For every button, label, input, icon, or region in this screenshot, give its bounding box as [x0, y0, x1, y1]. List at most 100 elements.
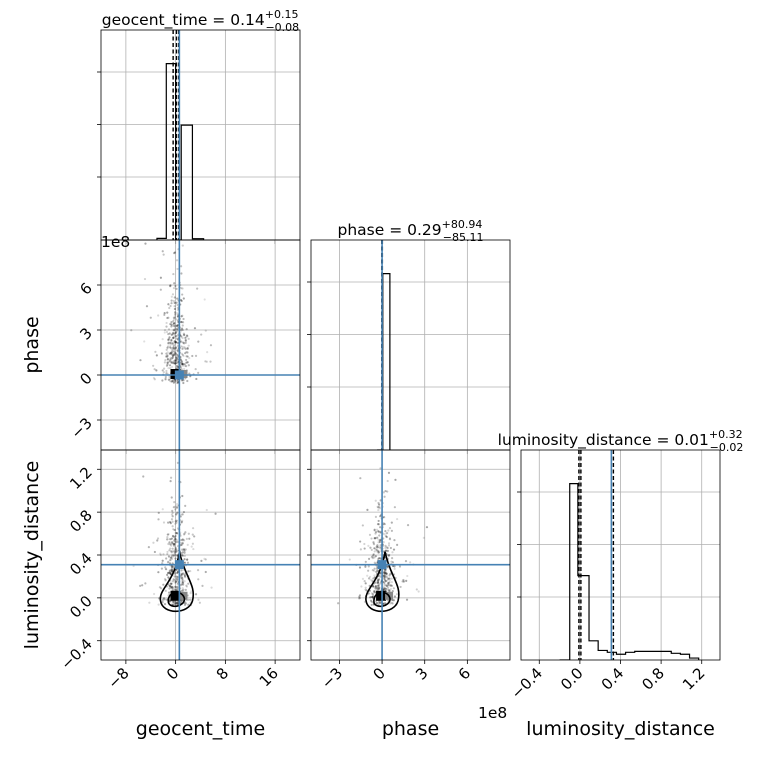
sample-point [374, 586, 377, 589]
sample-point [402, 578, 405, 582]
sample-point [174, 362, 177, 365]
sample-point [181, 437, 183, 439]
sample-point [390, 577, 393, 580]
sample-point [174, 554, 177, 557]
sample-point [166, 354, 169, 357]
sample-point [181, 519, 184, 522]
sample-point [364, 586, 367, 589]
sample-point [367, 565, 370, 568]
sample-point [174, 534, 177, 538]
sample-point [172, 328, 175, 331]
sample-point [180, 521, 183, 525]
sample-point [173, 362, 176, 365]
sample-point [194, 593, 198, 596]
sample-point [181, 542, 184, 545]
sample-point [170, 537, 174, 540]
sample-point [171, 511, 174, 514]
sample-point [370, 603, 373, 606]
sample-point [377, 545, 380, 548]
sample-point [173, 501, 176, 504]
sample-point [176, 354, 180, 357]
x-tick-label: 6 [455, 664, 474, 683]
sample-point [383, 601, 386, 605]
sample-point [175, 346, 178, 350]
sample-point [172, 287, 176, 290]
sample-point [375, 548, 378, 551]
sample-point [169, 352, 172, 355]
sample-point [181, 244, 184, 247]
sample-point [388, 590, 391, 593]
sample-point [171, 379, 174, 383]
sample-point [390, 521, 393, 524]
sample-point [174, 548, 178, 551]
sample-point [176, 381, 179, 385]
sample-point [391, 561, 395, 564]
sample-point [370, 600, 373, 603]
sample-point [173, 332, 176, 335]
sample-point [171, 324, 174, 327]
sample-point [181, 314, 184, 317]
sample-point [172, 542, 175, 545]
sample-point [359, 548, 362, 551]
sample-point [167, 303, 170, 306]
histogram-phase [377, 273, 391, 450]
sample-point [360, 585, 363, 588]
sample-point [175, 341, 178, 344]
sample-point [175, 287, 178, 290]
sample-point [184, 336, 187, 340]
sample-point [374, 555, 377, 558]
sample-point [379, 544, 382, 547]
sample-point [190, 545, 193, 548]
sample-point [176, 342, 179, 345]
sample-point [378, 505, 381, 509]
sample-point [181, 321, 185, 324]
sample-point [162, 597, 166, 600]
sample-point [176, 367, 179, 370]
sample-point [164, 578, 167, 582]
sample-point [378, 540, 381, 544]
sample-point [182, 572, 185, 575]
sample-point [405, 579, 408, 582]
sample-point [167, 366, 170, 370]
sample-point [163, 313, 166, 317]
sample-point [175, 531, 178, 535]
sample-point [174, 585, 177, 588]
sample-point [396, 543, 399, 546]
sample-point [176, 380, 179, 383]
sample-point [170, 299, 173, 302]
sample-point [170, 513, 174, 516]
sample-point [165, 330, 169, 334]
sample-point [392, 587, 395, 590]
sample-point [174, 547, 177, 550]
sample-point [187, 337, 190, 340]
sample-point [179, 575, 182, 578]
sample-point [169, 356, 172, 360]
sample-point [378, 557, 381, 560]
panel-phase-phase: phase = 0.29+80.94 −85.11 [307, 218, 511, 454]
sample-point [386, 531, 389, 535]
grid-lines [521, 450, 720, 660]
sample-point [377, 557, 380, 560]
y-tick-label: −3 [67, 414, 95, 442]
sample-point [172, 565, 176, 568]
sample-point [173, 326, 177, 329]
sample-point [180, 538, 183, 542]
sample-point [383, 571, 386, 574]
sample-point [170, 342, 173, 345]
sample-point [171, 354, 175, 358]
sample-point [173, 380, 177, 383]
sample-point [169, 558, 172, 562]
sample-point [368, 533, 372, 536]
sample-point [368, 596, 372, 599]
sample-point [172, 361, 176, 365]
sample-point [174, 327, 177, 330]
sample-point [184, 576, 187, 579]
sample-point [187, 598, 190, 601]
sample-point [158, 586, 162, 589]
sample-point [389, 572, 392, 576]
sample-point [181, 549, 184, 552]
sample-point [168, 599, 171, 602]
sample-point [372, 553, 375, 556]
sample-point [186, 346, 189, 350]
x-tick-label: 3 [412, 664, 431, 683]
